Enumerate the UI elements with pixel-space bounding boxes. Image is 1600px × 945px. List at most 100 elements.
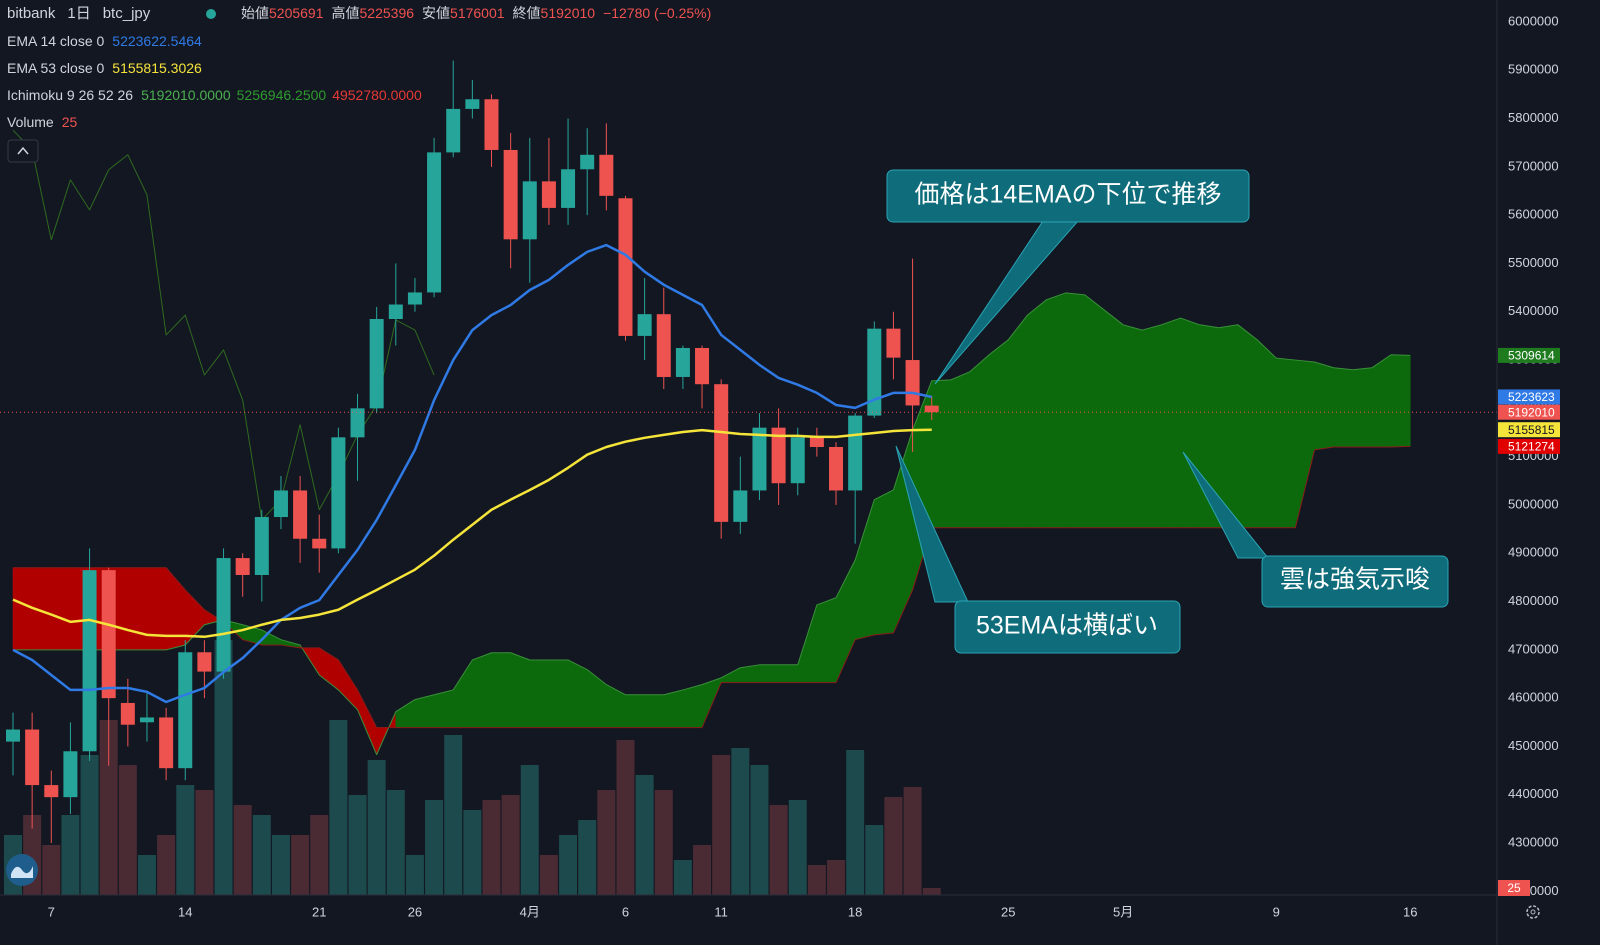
candle-body	[618, 198, 633, 336]
candle-body	[120, 702, 135, 725]
low-label: 安値	[422, 5, 450, 21]
volume-bar	[118, 765, 137, 895]
candle-body	[331, 437, 346, 549]
cloud-segment	[548, 659, 569, 728]
x-tick-label: 16	[1403, 904, 1417, 919]
candle-body	[25, 729, 40, 786]
x-tick-label: 18	[848, 904, 862, 919]
volume-bar	[559, 835, 578, 895]
volume-bar	[578, 820, 597, 895]
candle-body	[809, 437, 824, 447]
cloud-segment	[873, 489, 894, 636]
button-frame[interactable]	[7, 139, 39, 163]
legend-volume: Volume 25	[7, 114, 77, 130]
candle-body	[312, 538, 327, 549]
volume-bar	[176, 785, 195, 895]
logo-wave[interactable]	[11, 866, 33, 878]
x-tick-label: 7	[48, 904, 55, 919]
x-tick-label: 4月	[520, 904, 540, 919]
volume-bar	[865, 825, 884, 895]
cloud-segment	[1180, 317, 1200, 529]
price-tag	[1498, 404, 1560, 420]
cloud-segment	[1084, 294, 1105, 529]
logo[interactable]	[6, 854, 38, 886]
cloud-segment	[1218, 324, 1239, 529]
candle-body	[867, 328, 882, 416]
price-tag-label: 5309614	[1508, 349, 1555, 363]
candle-body	[733, 490, 748, 522]
candle-body	[82, 570, 97, 752]
high-label: 高値	[332, 5, 360, 21]
volume-bar	[425, 800, 444, 895]
x-tick-label: 14	[178, 904, 192, 919]
y-tick-label: 5500000	[1508, 255, 1559, 270]
x-tick-label: 6	[622, 904, 629, 919]
cloud-segment	[682, 684, 703, 728]
candle-body	[159, 717, 174, 769]
cloud-segment	[1046, 292, 1066, 529]
volume-bar	[712, 755, 731, 895]
ema-line	[12, 243, 932, 704]
candle-body	[637, 314, 652, 336]
legend-ichimoku: Ichimoku 9 26 52 26 5192010.0000 5256946.2…	[7, 87, 422, 103]
volume-bar	[673, 860, 692, 895]
callout-box	[886, 169, 1250, 223]
cloud-segment	[950, 371, 971, 529]
cloud-segment	[969, 354, 990, 529]
cloud-segment	[472, 652, 492, 728]
y-tick-label: 5700000	[1508, 158, 1559, 173]
callout: 価格は14EMAの下位で推移	[886, 169, 1250, 385]
collapse-button[interactable]	[7, 139, 39, 163]
y-tick-label: 4400000	[1508, 786, 1559, 801]
candle-body	[503, 149, 518, 240]
volume-bar	[616, 740, 635, 895]
volume-bar	[310, 815, 329, 895]
candle-body	[848, 415, 863, 491]
legend-name: EMA 14 close 0	[7, 33, 104, 49]
x-tick-label: 26	[408, 904, 422, 919]
y-tick-label: 5000000	[1508, 496, 1559, 511]
cloud-segment	[12, 567, 33, 651]
volume-bar	[214, 640, 233, 895]
low-value: 5176001	[450, 5, 505, 21]
candle-body	[6, 729, 20, 742]
legend-value: 4952780.0000	[332, 87, 422, 103]
cloud-segment	[414, 694, 435, 728]
x-tick-label: 25	[1001, 904, 1015, 919]
gear-icon[interactable]	[1526, 905, 1540, 919]
volume-bar	[693, 845, 712, 895]
volume-bar	[405, 855, 424, 895]
volume-bar	[807, 865, 826, 895]
cloud-segment	[778, 664, 799, 683]
cloud-segment	[1141, 324, 1162, 529]
candle-body	[216, 558, 231, 672]
volume-bar	[233, 805, 252, 895]
settings-button[interactable]	[1526, 905, 1540, 919]
interval: 1日	[67, 5, 90, 22]
price-tag	[1498, 347, 1560, 363]
y-tick-label: 4500000	[1508, 738, 1559, 753]
x-tick-label: 21	[312, 904, 326, 919]
change: −12780 (−0.25%)	[603, 5, 711, 21]
volume-bar	[99, 720, 118, 895]
cloud-segment	[510, 652, 531, 728]
candle-body	[541, 181, 556, 208]
callout-box	[1261, 555, 1449, 608]
candle-body	[350, 408, 365, 438]
cloud-segment	[1103, 309, 1124, 529]
cloud-segment	[931, 379, 952, 529]
gear-hub[interactable]	[1530, 909, 1536, 915]
price-tag	[1498, 438, 1560, 454]
candle-body	[197, 652, 212, 672]
chevron-icon[interactable]	[17, 146, 29, 155]
cloud-segment	[1390, 354, 1411, 448]
volume-bar	[654, 790, 673, 895]
cloud-segment	[816, 597, 837, 683]
volume-badge-label: 25	[1507, 881, 1521, 895]
volume-bar	[482, 800, 501, 895]
y-tick-label: 4300000	[1508, 834, 1559, 849]
cloud-segment	[50, 567, 71, 651]
cloud-segment	[1007, 314, 1028, 529]
